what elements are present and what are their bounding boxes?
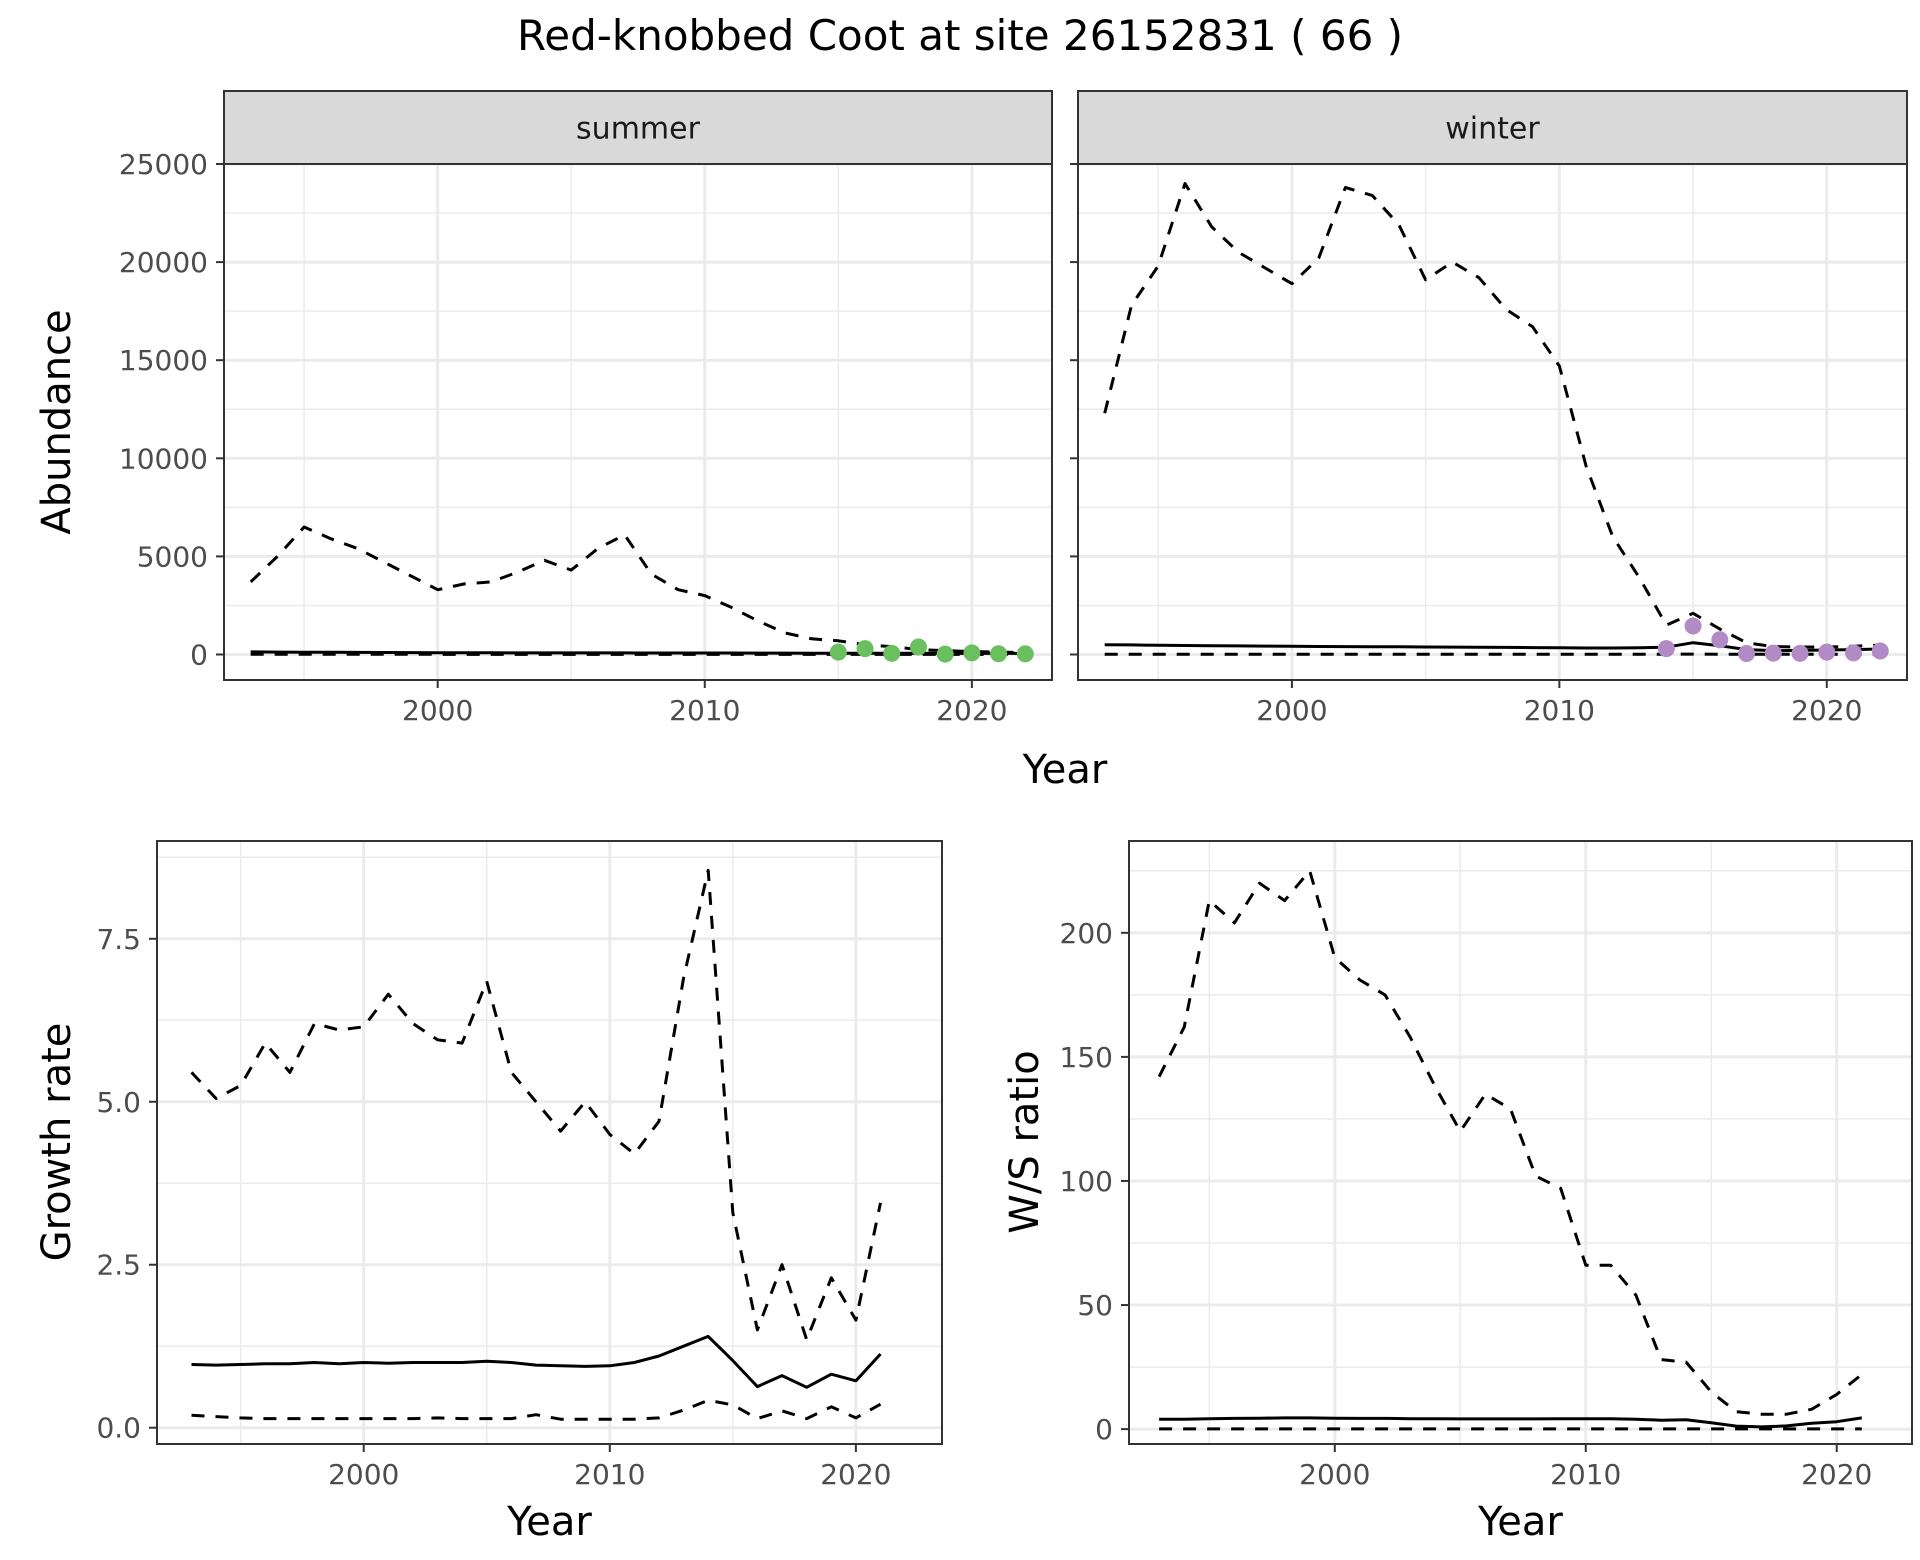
facet-strip [1077,90,1908,165]
x-tick-label: 2000 [1256,694,1327,727]
y-tick-label: 15000 [119,344,208,377]
panel-background [1078,164,1907,680]
observed-point [883,644,901,662]
y-tick-label: 5000 [137,540,208,573]
observed-point [1871,642,1889,660]
y-tick-label: 100 [1060,1165,1113,1198]
y-tick-label: 50 [1077,1289,1113,1322]
top-x-axis-label: Year [1022,747,1108,793]
x-tick-label: 2020 [1801,1458,1872,1491]
figure-title: Red-knobbed Coot at site 26152831 ( 66 ) [517,11,1403,60]
y-tick-label: 10000 [119,442,208,475]
x-tick-label: 2000 [1299,1458,1370,1491]
facet-strip [223,90,1053,165]
panel-winter-abundance: winter 2000 2010 2020 [1070,90,1908,727]
observed-point [1845,644,1863,662]
x-axis-label: Year [506,1499,592,1545]
y-tick-label: 25000 [119,148,208,181]
facet-strip-label: summer [576,112,701,147]
x-axis-label: Year [1477,1499,1563,1545]
x-tick-label: 2010 [574,1458,645,1491]
x-tick-label: 2000 [328,1458,399,1491]
series-lower-line [191,1398,882,1421]
series-estimate-line [191,1334,882,1389]
observed-point [1764,644,1782,662]
panel-background [1129,841,1912,1444]
observed-point [1818,643,1836,661]
panel-summer-abundance: summer 2000 2010 2020 0 5000 10000 15000 20000 25… [34,90,1053,727]
observed-point [1738,645,1756,663]
panel-background [157,841,942,1444]
observed-point [1657,640,1675,658]
y-axis-label: Growth rate [34,1023,80,1262]
panel-border [1128,840,1913,1445]
series-upper-line [1157,869,1863,1416]
x-tick-label: 2020 [1791,694,1862,727]
observed-point [1791,644,1809,662]
y-tick-label: 20000 [119,246,208,279]
x-tick-label: 2020 [820,1458,891,1491]
y-tick-label: 150 [1060,1041,1113,1074]
x-tick-label: 2010 [1550,1458,1621,1491]
y-tick-label: 7.5 [96,923,141,956]
y-axis-label: Abundance [34,309,80,534]
panel-growth-rate: 2000 2010 2020 0.0 2.5 5.0 7.5 Growth rate Year [34,840,943,1545]
x-tick-label: 2020 [936,694,1007,727]
y-tick-label: 0.0 [96,1412,141,1445]
y-tick-label: 5.0 [96,1086,141,1119]
y-tick-label: 0 [190,638,208,671]
observed-point [963,644,981,662]
observed-point [936,645,954,663]
panel-border [156,840,943,1445]
x-tick-label: 2010 [669,694,740,727]
facet-strip-label: winter [1445,112,1540,147]
panel-ws-ratio: 2000 2010 2020 0 50 100 150 200 W/S ratio Year [1002,840,1913,1545]
y-tick-label: 200 [1060,917,1113,950]
series-estimate-line [1159,1416,1863,1429]
series-upper-line [1103,182,1881,649]
x-tick-label: 2010 [1524,694,1595,727]
panel-background [224,164,1052,680]
y-axis-label: W/S ratio [1002,1050,1048,1233]
observed-point [909,638,927,656]
x-tick-label: 2000 [402,694,473,727]
y-tick-label: 2.5 [96,1249,141,1282]
observed-point [1016,645,1034,663]
y-tick-label: 0 [1095,1413,1113,1446]
observed-point [829,643,847,661]
observed-point [990,645,1008,663]
series-upper-line [190,868,882,1342]
observed-point [856,640,874,658]
observed-point [1684,617,1702,635]
observed-point [1711,631,1729,649]
